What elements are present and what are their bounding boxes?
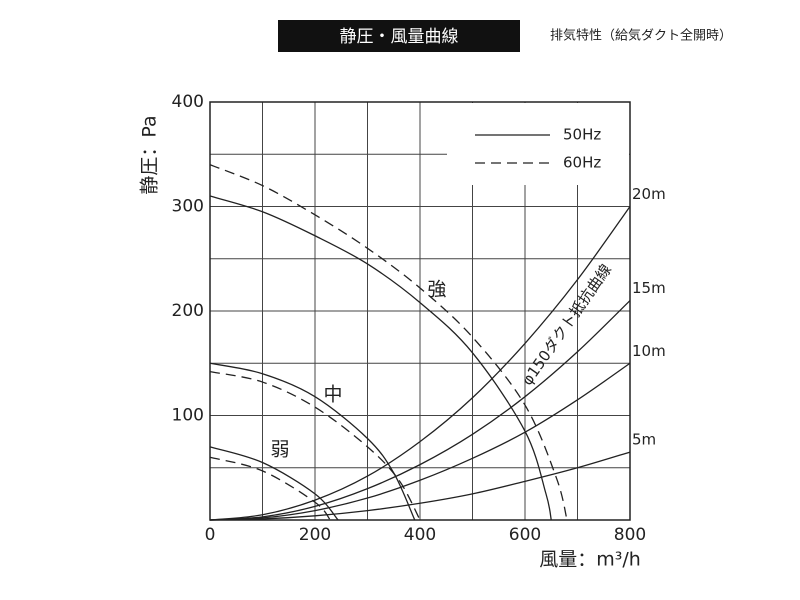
duct-curve: [209, 206, 631, 521]
duct-label: 10m: [632, 342, 666, 360]
duct-curve: [209, 300, 631, 521]
fan-curve: [209, 362, 416, 521]
y-tick-label: 400: [172, 92, 204, 112]
legend-label: 50Hz: [563, 126, 601, 144]
y-tick-label: 100: [172, 406, 204, 426]
duct-curve: [209, 362, 631, 521]
x-tick-label: 600: [509, 525, 541, 545]
duct-label: 5m: [632, 431, 656, 449]
legend-box: [447, 103, 629, 185]
fan-curve: [209, 164, 568, 521]
curve-label: 弱: [270, 439, 289, 461]
x-tick-label: 0: [205, 525, 216, 545]
duct-curve-label: φ150ダクト抵抗曲線: [518, 261, 615, 389]
duct-label: 15m: [632, 279, 666, 297]
y-tick-label: 300: [172, 197, 204, 217]
fan-curve: [209, 446, 339, 521]
y-axis-label: 静圧：Pa: [139, 115, 161, 194]
fan-curve: [209, 195, 552, 521]
x-axis-label: 風量：m³/h: [539, 549, 641, 571]
curve-label: 中: [323, 384, 342, 406]
chart-title: 静圧・風量曲線: [340, 27, 459, 47]
y-tick-label: 200: [172, 301, 204, 321]
curve-label: 強: [427, 279, 446, 301]
duct-label: 20m: [632, 185, 666, 203]
subtitle: 排気特性（給気ダクト全開時）: [550, 28, 732, 44]
legend-label: 60Hz: [563, 154, 601, 172]
title-box: [278, 20, 520, 52]
duct-curve: [209, 451, 631, 521]
fan-curve: [209, 370, 421, 521]
x-tick-label: 400: [404, 525, 436, 545]
x-tick-label: 800: [614, 525, 646, 545]
x-tick-label: 200: [299, 525, 331, 545]
fan-curve: [209, 456, 331, 521]
plot-frame: [209, 101, 631, 521]
